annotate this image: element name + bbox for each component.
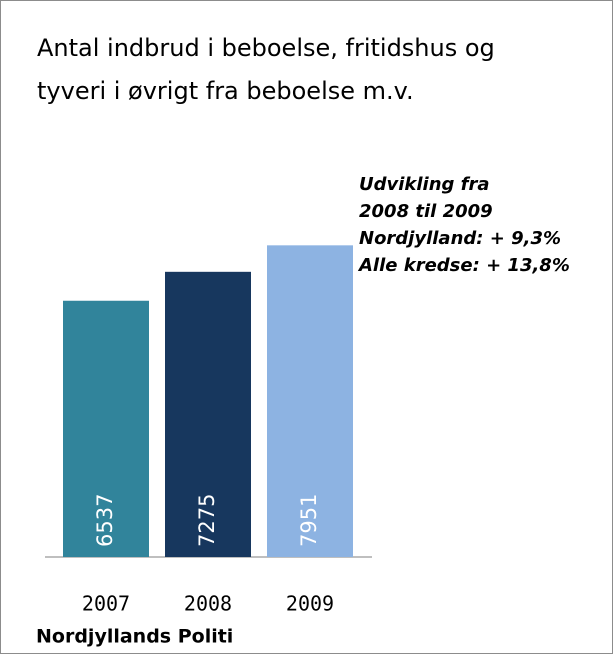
annotation: Nordjylland: + 9,3% (359, 228, 561, 249)
value-label: 7275 (195, 494, 219, 547)
footer: Nordjyllands Politi (36, 626, 233, 648)
annotation: Alle kredse: + 13,8% (357, 255, 570, 276)
bar (267, 245, 353, 557)
x-tick-label: 2007 (82, 592, 130, 616)
chart-title: Antal indbrud i beboelse, fritidshus og … (37, 34, 495, 105)
bar (63, 300, 149, 557)
x-tick-label: 2009 (286, 592, 334, 616)
x-tick-label: 2008 (184, 592, 232, 616)
bar (165, 271, 251, 557)
value-label: 6537 (93, 494, 117, 547)
value-label: 7951 (297, 494, 321, 547)
annotation: Udvikling fra (359, 174, 490, 195)
annotation: 2008 til 2009 (359, 201, 493, 222)
